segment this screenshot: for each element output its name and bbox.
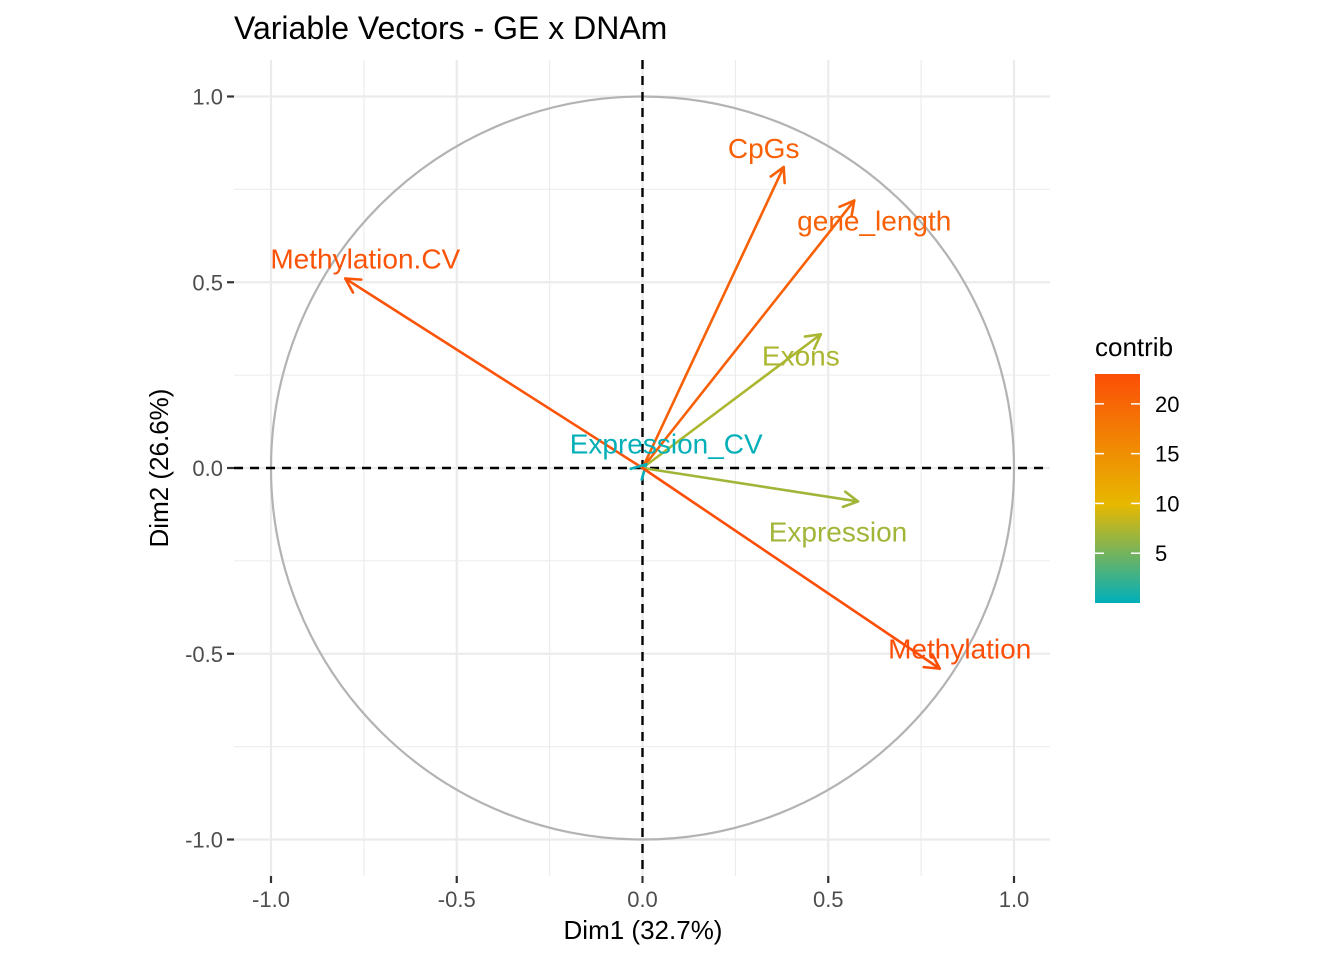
variable-label: CpGs xyxy=(728,133,800,164)
legend-ticks: 5 10 15 20 xyxy=(1095,392,1179,566)
legend-title: contrib xyxy=(1095,332,1173,362)
x-tick-label: -0.5 xyxy=(438,887,476,912)
x-axis-label: Dim1 (32.7%) xyxy=(564,915,723,945)
x-tick-label: -1.0 xyxy=(252,887,290,912)
variable-label: Methylation.CV xyxy=(270,244,460,275)
variable-label: Expression xyxy=(769,516,908,547)
variable-arrow-methylation-cv xyxy=(343,277,644,470)
variable-arrow-methylation xyxy=(641,466,942,670)
y-tick-label: -0.5 xyxy=(185,642,223,667)
y-tick-label: 0.0 xyxy=(192,456,223,481)
variable-label: Expression_CV xyxy=(570,428,763,459)
variable-labels: CpGs gene_length Methylation.CV Exons Expres… xyxy=(270,133,1031,665)
x-tick-label: 0.5 xyxy=(813,887,844,912)
y-tick-label: -1.0 xyxy=(185,828,223,853)
y-axis-label: Dim2 (26.6%) xyxy=(144,389,174,548)
variable-arrow-cpgs xyxy=(641,165,786,470)
axes: -1.0 -0.5 0.0 0.5 1.0 -1.0 -0.5 0.0 0.5 1.0 xyxy=(185,85,1029,913)
legend-tick-label: 5 xyxy=(1155,541,1167,566)
legend-colorbar xyxy=(1095,374,1140,603)
variable-arrows xyxy=(343,165,942,670)
variable-arrow-gene-length xyxy=(641,199,856,470)
chart-title: Variable Vectors - GE x DNAm xyxy=(234,10,667,46)
variable-label: Exons xyxy=(762,340,840,371)
legend-tick-label: 20 xyxy=(1155,392,1179,417)
legend: contrib 5 10 15 20 xyxy=(1095,332,1179,603)
variable-label: Methylation xyxy=(888,634,1031,665)
x-tick-label: 1.0 xyxy=(999,887,1030,912)
variable-arrow-expression xyxy=(641,466,860,509)
y-tick-label: 1.0 xyxy=(192,85,223,110)
legend-tick-label: 15 xyxy=(1155,442,1179,467)
legend-tick-label: 10 xyxy=(1155,491,1179,516)
variable-label: gene_length xyxy=(797,206,951,237)
variable-arrow-exons xyxy=(641,332,823,470)
x-tick-label: 0.0 xyxy=(627,887,658,912)
y-tick-label: 0.5 xyxy=(192,270,223,295)
